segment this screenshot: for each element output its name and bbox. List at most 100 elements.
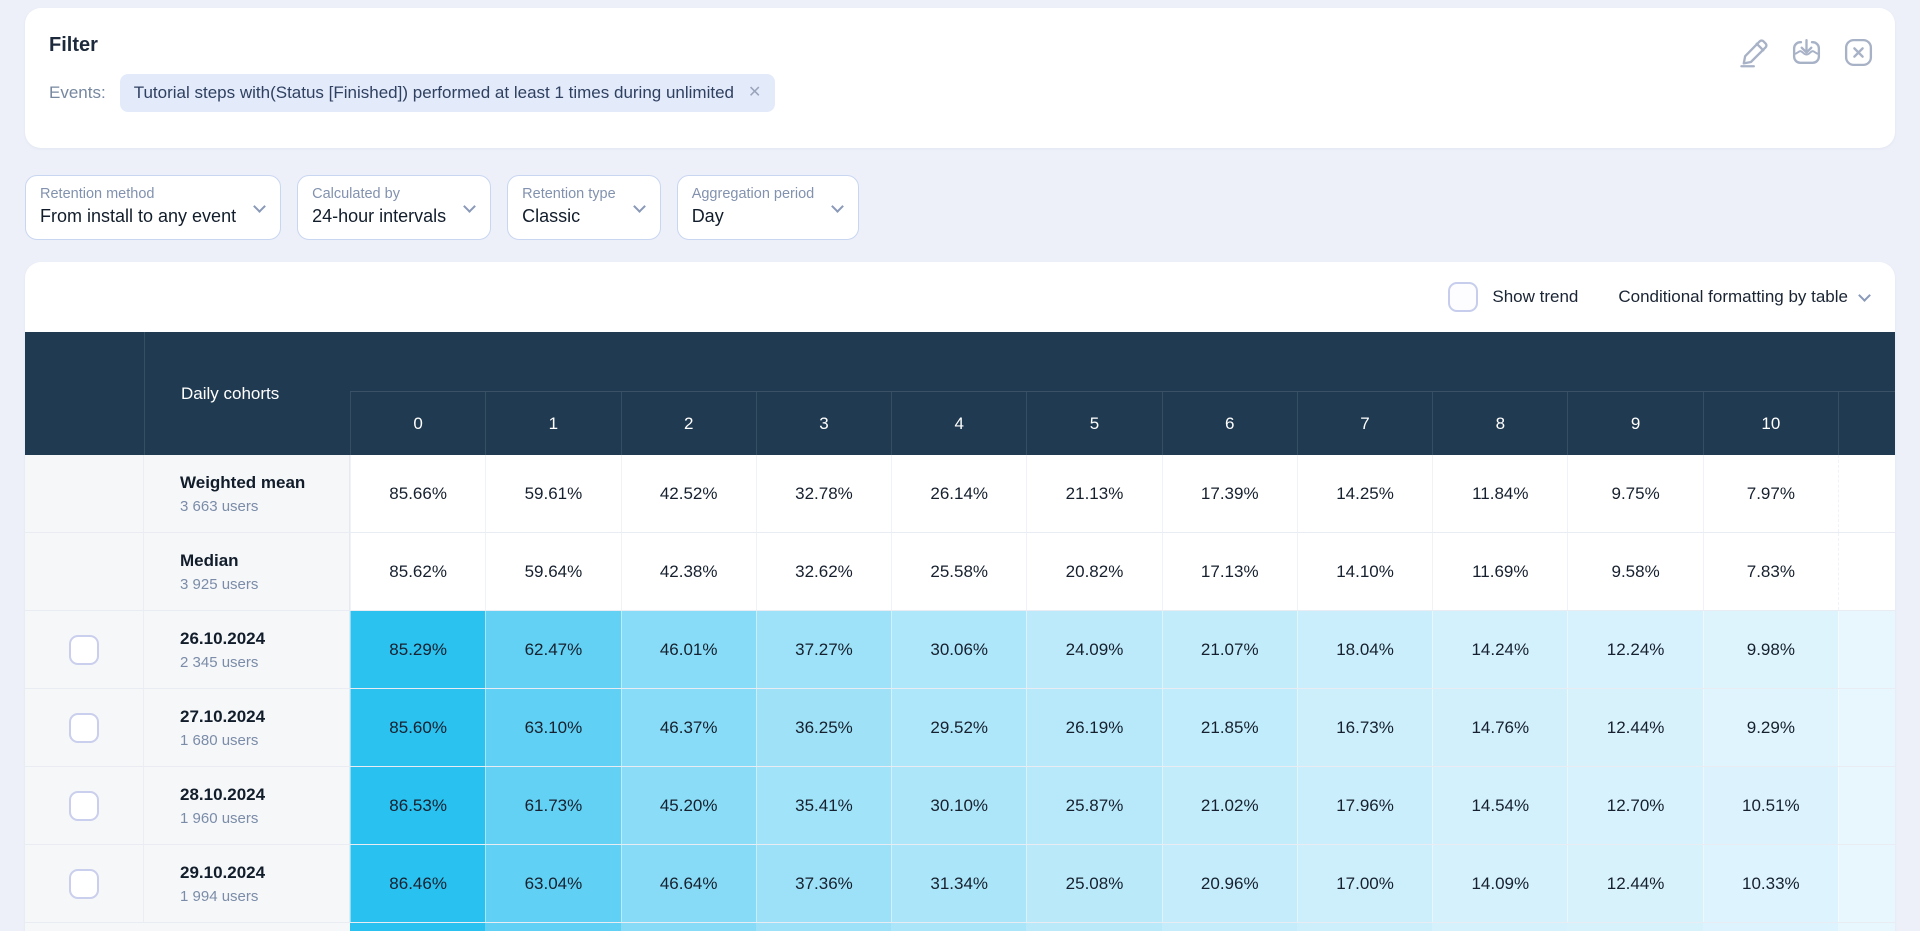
retention-cell: 37.36%	[756, 845, 891, 922]
show-trend-checkbox[interactable]	[1448, 282, 1478, 312]
retention-cell: 25.08%	[1026, 845, 1161, 922]
chevron-down-icon	[253, 200, 266, 213]
retention-cell: 11.69%	[1432, 533, 1567, 610]
filter-card-actions	[1736, 34, 1877, 71]
retention-cell: 20.96%	[1162, 845, 1297, 922]
retention-cell: 12.24%	[1567, 611, 1702, 688]
retention-cell: 62.47%	[485, 611, 620, 688]
retention-cell: 9.29%	[1703, 689, 1838, 766]
header-day-0: 0	[350, 332, 485, 455]
retention-cell: 31.34%	[891, 845, 1026, 922]
edit-icon[interactable]	[1736, 34, 1773, 71]
row-title: 27.10.2024	[180, 706, 349, 727]
header-day-1: 1	[485, 332, 620, 455]
cohort-row-28-10-2024: 28.10.20241 960 users86.53%61.73%45.20%3…	[25, 767, 1895, 845]
retention-cell: 85.62%	[350, 533, 485, 610]
control-retention-type[interactable]: Retention typeClassic	[507, 175, 661, 240]
header-day-5: 5	[1026, 332, 1161, 455]
table-toolbar: Show trend Conditional formatting by tab…	[25, 262, 1895, 332]
header-day-9: 9	[1567, 332, 1702, 455]
header-day-8: 8	[1432, 332, 1567, 455]
retention-type-label: Retention type	[522, 185, 616, 203]
header-day-6: 6	[1162, 332, 1297, 455]
row-label: 28.10.2024 1 960 users	[144, 767, 350, 844]
retention-cell: 14.10%	[1297, 533, 1432, 610]
retention-cell: 12.44%	[1567, 845, 1702, 922]
retention-cell: 59.61%	[485, 455, 620, 532]
retention-cell: 26.19%	[1026, 689, 1161, 766]
event-filter-chip[interactable]: Tutorial steps with(Status [Finished]) p…	[120, 74, 776, 112]
day-number: 5	[1026, 392, 1161, 455]
retention-cell: 85.29%	[350, 611, 485, 688]
retention-table: Daily cohorts012345678910Weighted mean3 …	[25, 332, 1895, 931]
filter-title: Filter	[49, 32, 1871, 58]
retention-method-label: Retention method	[40, 185, 236, 203]
day-number: 7	[1297, 392, 1432, 455]
aggregation-period-label: Aggregation period	[692, 185, 815, 203]
retention-cell: 14.24%	[1432, 611, 1567, 688]
retention-cell: 17.39%	[1162, 455, 1297, 532]
control-calculated-by[interactable]: Calculated by24-hour intervals	[297, 175, 491, 240]
aggregation-period-value: Day	[692, 204, 815, 229]
retention-cell: 30.10%	[891, 767, 1026, 844]
header-daily-cohorts: Daily cohorts	[144, 332, 350, 455]
header-day-2: 2	[621, 332, 756, 455]
cohort-checkbox[interactable]	[69, 635, 99, 665]
retention-cell: 18.04%	[1297, 611, 1432, 688]
day-number: 10	[1703, 392, 1838, 455]
row-label: Weighted mean3 663 users	[144, 455, 350, 532]
row-label: 29.10.2024 1 994 users	[144, 845, 350, 922]
cohort-row-26-10-2024: 26.10.20242 345 users85.29%62.47%46.01%3…	[25, 611, 1895, 689]
retention-cell: 9.98%	[1703, 611, 1838, 688]
control-retention-method[interactable]: Retention methodFrom install to any even…	[25, 175, 281, 240]
table-header: Daily cohorts012345678910	[25, 332, 1895, 455]
row-title: 26.10.2024	[180, 628, 349, 649]
retention-cell: 35.41%	[756, 767, 891, 844]
retention-cell: 21.85%	[1162, 689, 1297, 766]
row-users-count: 3 663 users	[180, 498, 349, 515]
retention-cell: 14.54%	[1432, 767, 1567, 844]
retention-method-value: From install to any event	[40, 204, 236, 229]
cohort-checkbox[interactable]	[69, 791, 99, 821]
retention-cell: 25.87%	[1026, 767, 1161, 844]
formatting-select[interactable]: Conditional formatting by table	[1618, 287, 1869, 307]
row-title: 28.10.2024	[180, 784, 349, 805]
filter-card: Filter	[25, 8, 1895, 148]
header-select-column	[25, 332, 144, 455]
retention-cell: 21.02%	[1162, 767, 1297, 844]
cohort-checkbox[interactable]	[69, 869, 99, 899]
retention-cell: 36.25%	[756, 689, 891, 766]
row-users-count: 1 960 users	[180, 810, 349, 827]
row-users-count: 1 994 users	[180, 888, 349, 905]
chip-remove-icon[interactable]: ✕	[748, 85, 761, 101]
control-aggregation-period[interactable]: Aggregation periodDay	[677, 175, 860, 240]
day-number: 9	[1567, 392, 1702, 455]
retention-cell: 46.37%	[621, 689, 756, 766]
chevron-down-icon	[831, 200, 844, 213]
retention-cell: 10.51%	[1703, 767, 1838, 844]
close-icon[interactable]	[1840, 34, 1877, 71]
retention-cell: 17.96%	[1297, 767, 1432, 844]
row-title: 29.10.2024	[180, 862, 349, 883]
retention-cell: 25.58%	[891, 533, 1026, 610]
row-title: Median	[180, 550, 349, 571]
row-users-count: 3 925 users	[180, 576, 349, 593]
calculated-by-label: Calculated by	[312, 185, 446, 203]
retention-type-value: Classic	[522, 204, 616, 229]
partial-next-row	[25, 923, 1895, 931]
retention-cell: 10.33%	[1703, 845, 1838, 922]
retention-cell: 86.53%	[350, 767, 485, 844]
header-day-7: 7	[1297, 332, 1432, 455]
retention-cell: 9.75%	[1567, 455, 1702, 532]
export-icon[interactable]	[1788, 34, 1825, 71]
chevron-down-icon	[633, 200, 646, 213]
day-number: 4	[891, 392, 1026, 455]
retention-cell: 86.46%	[350, 845, 485, 922]
retention-cell: 59.64%	[485, 533, 620, 610]
cohort-checkbox[interactable]	[69, 713, 99, 743]
day-number: 2	[621, 392, 756, 455]
retention-cell: 29.52%	[891, 689, 1026, 766]
summary-row-weighted-mean: Weighted mean3 663 users85.66%59.61%42.5…	[25, 455, 1895, 533]
header-day-3: 3	[756, 332, 891, 455]
chevron-down-icon	[1858, 289, 1871, 302]
